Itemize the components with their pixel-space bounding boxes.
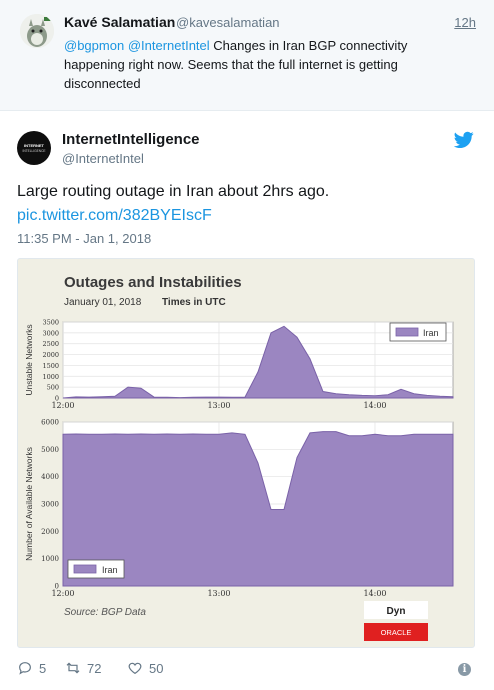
available-x-tick-label: 12:00 [51, 589, 74, 598]
twitter-bird-icon[interactable] [454, 131, 474, 149]
heart-icon [128, 662, 142, 675]
available-y-axis-label: Number of Available Networks [24, 447, 34, 561]
available-y-tick-label: 6000 [41, 419, 59, 427]
chart-title: Outages and Instabilities [64, 274, 242, 291]
tweet-timestamp[interactable]: 11:35 PM - Jan 1, 2018 [17, 231, 152, 246]
reply-button[interactable]: 5 [17, 660, 46, 676]
oracle-logo: ORACLE [381, 628, 412, 637]
chart-source: Source: BGP Data [64, 607, 146, 618]
available-y-ticks: 0 1000 2000 3000 4000 5000 6000 [41, 419, 59, 591]
avatar-logo-text-2: INTELLIGENCE [22, 149, 45, 153]
unstable-series-area [62, 325, 454, 399]
available-x-tick-label: 13:00 [207, 589, 230, 598]
available-series-area [62, 431, 454, 587]
reply-count: 5 [39, 660, 47, 676]
unstable-y-ticks: 0 500 1000 1500 2000 2500 3000 3500 [42, 319, 59, 403]
unstable-y-tick-label: 3500 [42, 319, 59, 327]
unstable-legend: Iran [389, 322, 447, 342]
available-legend-label: Iran [102, 565, 118, 575]
unstable-x-tick-label: 14:00 [363, 401, 386, 410]
reply-author-handle[interactable]: @kavesalamatian [176, 15, 280, 30]
chart-subtitle-tz: Times in UTC [162, 297, 226, 308]
reply-tweet[interactable]: Kavé Salamatian @kavesalamatian 12h @bgp… [0, 0, 494, 111]
unstable-y-tick-label: 1500 [42, 362, 59, 370]
available-y-tick-label: 1000 [41, 555, 59, 563]
unstable-legend-swatch [395, 327, 419, 337]
reply-time[interactable]: 12h [454, 15, 476, 30]
internet-intelligence-logo: INTERNET INTELLIGENCE [22, 143, 45, 153]
tweet-body: Large routing outage in Iran about 2hrs … [17, 183, 330, 200]
unstable-legend-label: Iran [423, 328, 439, 338]
retweet-count: 72 [87, 660, 102, 676]
reply-tweet-text: @bgpmon @InternetIntel Changes in Iran B… [64, 36, 464, 93]
available-legend-swatch [73, 564, 97, 574]
chart-subtitle-date: January 01, 2018 [64, 297, 142, 308]
unstable-x-ticks: 12:00 13:00 14:00 [51, 401, 386, 410]
unstable-y-tick-label: 3000 [42, 329, 59, 337]
main-author-avatar[interactable]: INTERNET INTELLIGENCE [17, 131, 51, 165]
unstable-y-tick-label: 1000 [42, 373, 59, 381]
dyn-logo: Dyn [387, 606, 406, 617]
main-author-name[interactable]: InternetIntelligence [62, 131, 200, 148]
tweet-pic-link[interactable]: pic.twitter.com/382BYEIscF [17, 207, 212, 224]
available-y-tick-label: 4000 [41, 473, 59, 481]
unstable-y-tick-label: 500 [47, 384, 59, 392]
unstable-x-tick-label: 12:00 [51, 401, 74, 410]
available-x-tick-label: 14:00 [363, 589, 386, 598]
reply-author-name[interactable]: Kavé Salamatian [64, 14, 176, 30]
available-y-tick-label: 2000 [41, 528, 59, 536]
mention-bgpmon[interactable]: @bgpmon [64, 38, 125, 53]
unstable-y-tick-label: 2000 [42, 351, 59, 359]
retweet-icon [66, 662, 80, 674]
available-y-tick-label: 0 [55, 583, 59, 591]
reply-author-avatar[interactable] [20, 14, 54, 48]
oracle-logo-box [364, 623, 428, 641]
unstable-y-tick-label: 2500 [42, 340, 59, 348]
unstable-y-tick-label: 0 [55, 395, 59, 403]
info-icon[interactable]: i [458, 663, 471, 676]
dyn-logo-box [364, 601, 428, 619]
available-x-ticks: 12:00 13:00 14:00 [51, 589, 386, 598]
unstable-y-axis-label: Unstable Networks [24, 324, 34, 395]
avatar-logo-text-1: INTERNET [24, 143, 45, 148]
reply-body-text: Changes in Iran BGP connectivity happeni… [64, 38, 408, 91]
main-tweet-text: Large routing outage in Iran about 2hrs … [17, 180, 477, 228]
chart-image[interactable]: Outages and Instabilities January 01, 20… [17, 258, 475, 648]
outages-chart: Outages and Instabilities January 01, 20… [24, 274, 454, 641]
reply-icon [19, 662, 31, 675]
mention-internetintel[interactable]: @InternetIntel [127, 38, 210, 53]
like-count: 50 [149, 660, 164, 676]
tweet-actions: 5 72 50 i [17, 660, 477, 680]
available-y-tick-label: 5000 [41, 446, 59, 454]
unstable-x-tick-label: 13:00 [207, 401, 230, 410]
like-button[interactable]: 50 [127, 660, 163, 676]
totoro-avatar-image [20, 14, 54, 48]
retweet-button[interactable]: 72 [65, 660, 101, 676]
main-author-handle[interactable]: @InternetIntel [62, 151, 144, 166]
available-legend: Iran [67, 559, 125, 579]
available-y-tick-label: 3000 [41, 501, 59, 509]
